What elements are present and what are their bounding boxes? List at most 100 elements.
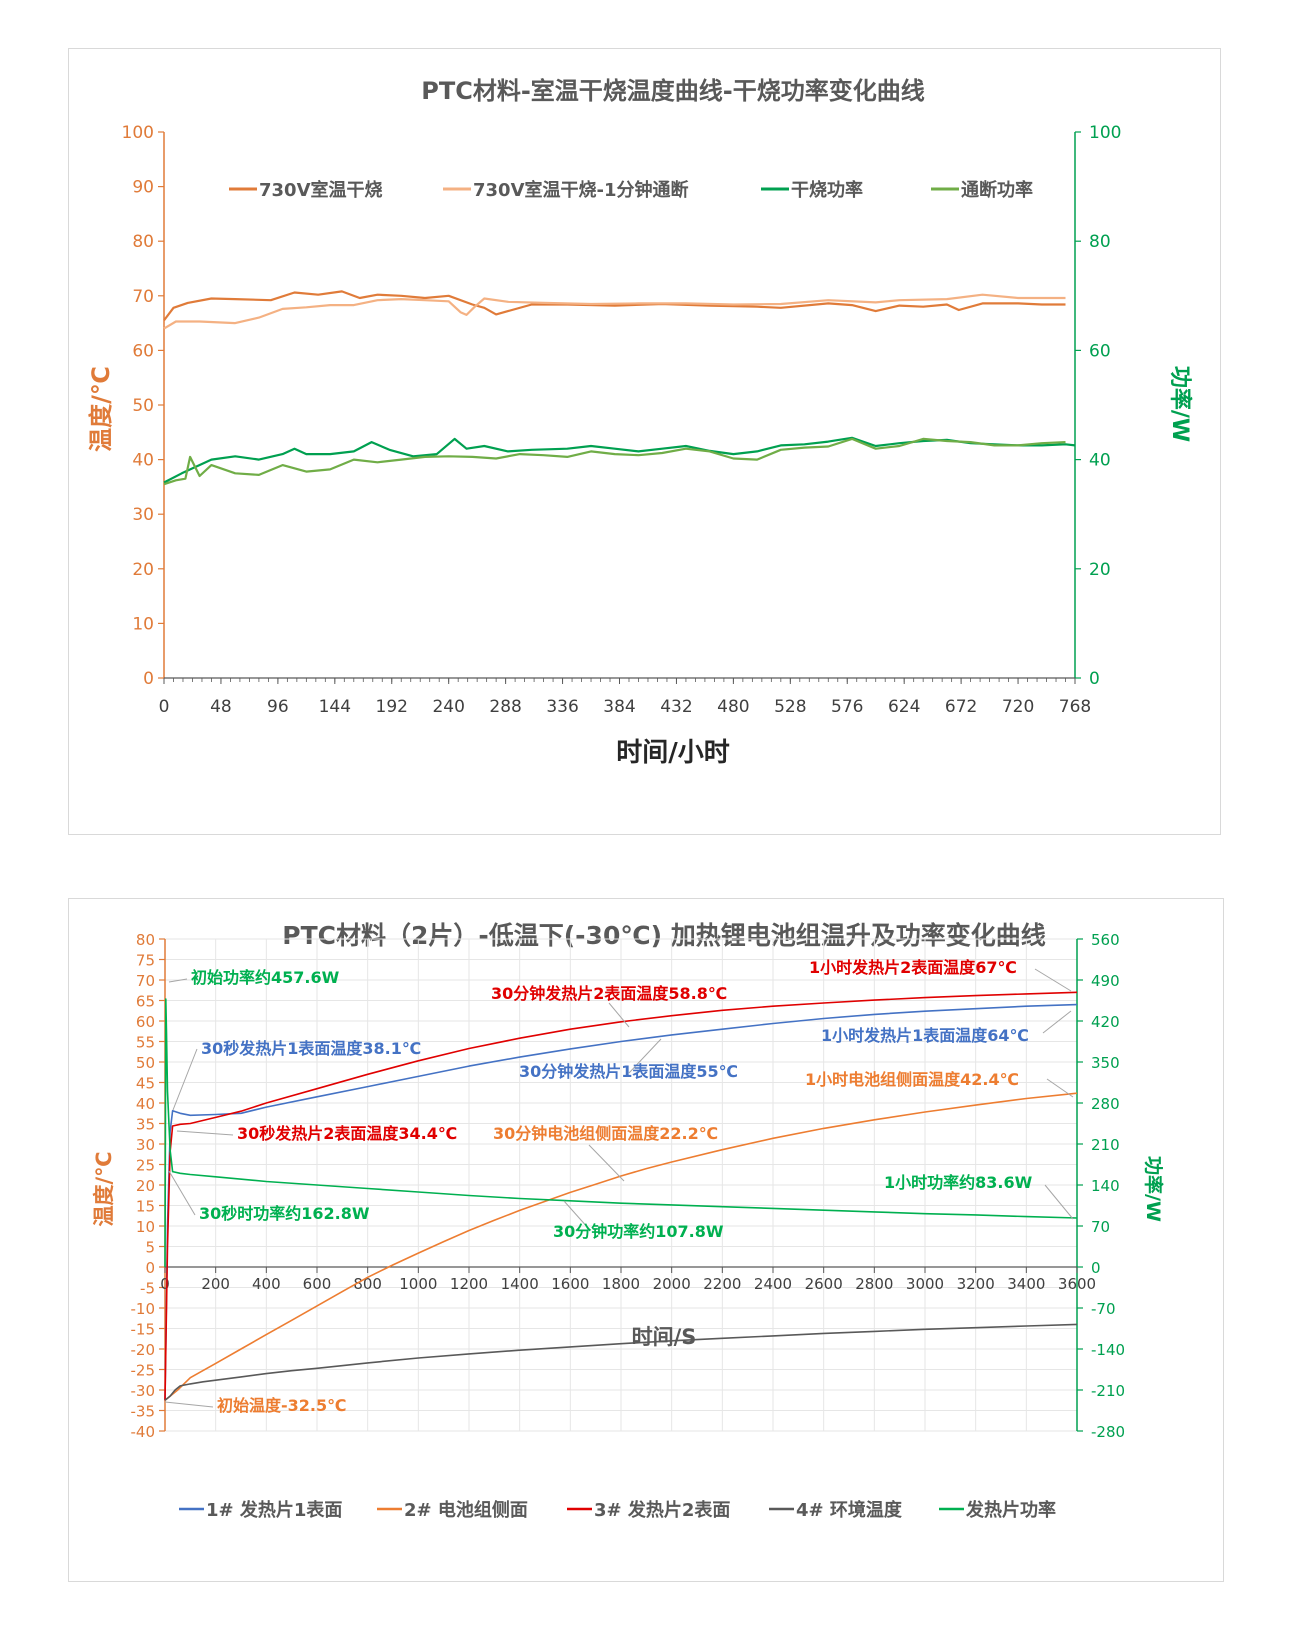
legend-label-heater2: 3# 发热片2表面 [594,1499,730,1521]
x-axis-tick-label: 1000 [399,1275,437,1293]
y-axis-temperature-tick-label: -5 [140,1280,155,1298]
y-axis-power-tick-label: 210 [1091,1136,1120,1154]
y-axis-temperature-tick-label: 55 [136,1034,155,1052]
y-axis-power-tick-label: 140 [1091,1177,1120,1195]
chart-title: PTC材料-室温干烧温度曲线-干烧功率变化曲线 [421,77,925,105]
chart-panel-low-temp: PTC材料（2片）-低温下(-30℃) 加热锂电池组温升及功率变化曲线 -40 -… [68,898,1224,1582]
y-axis-temperature-tick-label: -30 [131,1382,156,1400]
series-line-发热片功率 [164,998,1078,1268]
y-axis-temperature-tick-label: 65 [136,993,155,1011]
y-axis-temperature-tick-label: 100 [122,123,154,143]
legend-label-switching-power: 通断功率 [961,179,1033,201]
annotation-label: 30秒发热片1表面温度38.1℃ [201,1039,421,1058]
x-axis-tick-label: 2000 [653,1275,691,1293]
annotation-leader-line [1042,1010,1072,1034]
x-axis-tick-label: 624 [888,697,920,717]
y-axis-label-power: 功率/W [1167,366,1193,442]
y-axis-temperature-tick-label: 30 [132,505,154,525]
annotation-leader-line [1034,968,1072,992]
legend-label-730v-drying: 730V室温干烧 [259,179,383,201]
y-axis-temperature-tick-label: -25 [131,1362,156,1380]
y-axis-power-tick-label: 350 [1091,1054,1120,1072]
x-axis-tick-label: 3000 [906,1275,944,1293]
chart-title: PTC材料（2片）-低温下(-30℃) 加热锂电池组温升及功率变化曲线 [282,921,1046,950]
chart-panel-drying: PTC材料-室温干烧温度曲线-干烧功率变化曲线 0 10 20 30 40 50 60 70 8… [68,48,1221,835]
y-axis-power-tick-label: -280 [1091,1423,1125,1441]
x-axis-tick-label: 3200 [957,1275,995,1293]
y-axis-label-power: 功率/W [1142,1156,1165,1222]
legend-label-battery-side: 2# 电池组侧面 [404,1499,528,1521]
annotation-label: 30秒时功率约162.8W [199,1204,370,1223]
x-axis-tick-label: 192 [376,697,408,717]
y-axis-temperature-tick-label: 15 [136,1198,155,1216]
x-axis-tick-label: 144 [319,697,351,717]
y-axis-power-tick-label: 80 [1089,232,1111,252]
x-axis-label: 时间/S [632,1325,697,1349]
y-axis-temperature-tick-label: 90 [132,178,154,198]
y-axis-label-temperature: 温度/℃ [92,1151,116,1226]
annotation-leader-line [1044,1184,1074,1220]
x-axis-tick-label: 336 [546,697,578,717]
x-axis-tick-label: 1200 [450,1275,488,1293]
annotation-leader-line [164,1401,214,1408]
y-axis-power-tick-label: -210 [1091,1382,1125,1400]
y-axis-temperature-tick-label: -35 [131,1403,156,1421]
y-axis-power-tick-label: 100 [1089,123,1121,143]
annotation-leader-line [628,1038,662,1074]
y-axis-temperature-tick-label: -15 [131,1321,156,1339]
annotation-label: 初始功率约457.6W [191,968,340,987]
x-axis-tick-label: 720 [1002,697,1034,717]
x-axis-tick-label: 2600 [805,1275,843,1293]
x-axis-tick-label: 600 [303,1275,332,1293]
x-axis-tick-label: 528 [774,697,806,717]
x-axis-tick-label: 200 [201,1275,230,1293]
annotation-label: 30秒发热片2表面温度34.4℃ [237,1124,457,1143]
annotation-leader-line [172,1048,198,1111]
x-axis-tick-label: 2400 [754,1275,792,1293]
x-axis-tick-label: 480 [717,697,749,717]
legend: 730V室温干烧 730V室温干烧-1分钟通断 干烧功率 通断功率 [229,179,1033,201]
x-axis-tick-label: 432 [660,697,692,717]
y-axis-power-tick-label: 560 [1091,931,1120,949]
annotation-label: 初始温度-32.5℃ [217,1396,347,1415]
y-axis-power-tick-label: 280 [1091,1095,1120,1113]
y-axis-label-temperature: 温度/℃ [87,366,115,452]
annotation-leader-line [608,1002,630,1028]
y-axis-power-tick-label: 0 [1091,1259,1101,1277]
x-axis-tick-label: 0 [159,697,170,717]
y-axis-temperature-tick-label: 30 [136,1136,155,1154]
chart-drying-svg: PTC材料-室温干烧温度曲线-干烧功率变化曲线 0 10 20 30 40 50 60 70 8… [87,77,1193,768]
x-axis-label: 时间/小时 [616,738,730,768]
y-axis-temperature-tick-label: 20 [136,1177,155,1195]
x-axis-tick-label: 48 [210,697,232,717]
y-axis-temperature-tick-label: 75 [136,952,155,970]
y-axis-power-tick-label: -70 [1091,1300,1116,1318]
y-axis-power-tick-label: 490 [1091,972,1120,990]
y-axis-temperature-tick-label: 40 [136,1095,155,1113]
annotation-label: 30分钟发热片1表面温度55℃ [519,1062,738,1081]
x-axis-tick-label: 672 [945,697,977,717]
y-axis-power-tick-label: 70 [1091,1218,1110,1236]
y-axis-temperature-tick-label: 0 [143,669,154,689]
x-axis-tick-label: 800 [353,1275,382,1293]
series-line-2#-电池组侧面 [164,1092,1078,1401]
legend-label-drying-power: 干烧功率 [791,179,863,201]
annotation-label: 1小时功率约83.6W [884,1173,1033,1192]
y-axis-temperature-tick-label: 50 [136,1054,155,1072]
y-axis-temperature-tick-label: 70 [132,287,154,307]
x-axis-tick-label: 0 [160,1275,170,1293]
x-axis-tick-label: 384 [603,697,635,717]
annotation-leader-line [588,1144,625,1182]
y-axis-temperature-tick-label: 50 [132,396,154,416]
x-axis-tick-label: 400 [252,1275,281,1293]
annotation-label: 1小时发热片1表面温度64℃ [821,1026,1029,1045]
y-axis-temperature-tick-label: 35 [136,1116,155,1134]
series-line-4#-环境温度 [164,1323,1078,1401]
x-axis-tick-label: 1800 [602,1275,640,1293]
x-axis-tick-label: 2800 [855,1275,893,1293]
x-axis-tick-label: 3400 [1007,1275,1045,1293]
legend-label-heater1: 1# 发热片1表面 [206,1499,342,1521]
y-axis-power-tick-label: 20 [1089,560,1111,580]
y-axis-power-tick-label: 0 [1089,669,1100,689]
y-axis-power-tick-label: 420 [1091,1013,1120,1031]
